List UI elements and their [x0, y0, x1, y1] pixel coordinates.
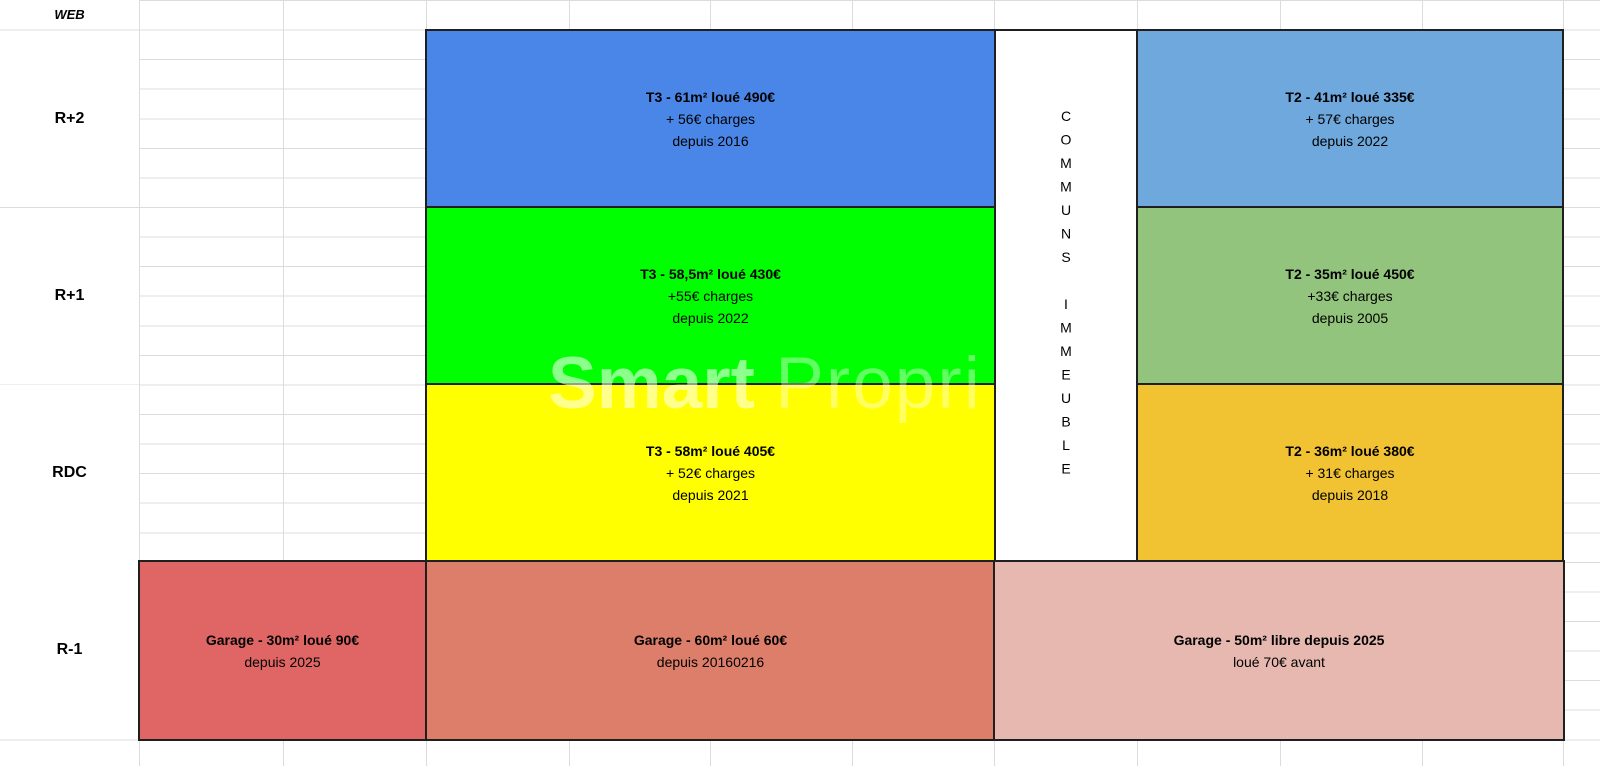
cell-floor-label-r1[interactable]: R+1: [0, 208, 139, 383]
garage-since: depuis 20160216: [656, 653, 765, 670]
unit-cell-t2-r1[interactable]: T2 - 35m² loué 450€ +33€ charges depuis …: [1136, 206, 1564, 386]
floor-label: R+1: [54, 286, 85, 304]
unit-title: T3 - 58,5m² loué 430€: [640, 266, 781, 282]
unit-cell-t2-rdc[interactable]: T2 - 36m² loué 380€ + 31€ charges depuis…: [1136, 383, 1564, 563]
garage-title: Garage - 50m² libre depuis 2025: [1173, 631, 1385, 648]
cell-floor-label-rm1[interactable]: R-1: [0, 562, 139, 738]
grid-column-line: [139, 0, 140, 766]
unit-title: T3 - 58m² loué 405€: [645, 443, 776, 459]
garage-title: Garage - 30m² loué 90€: [205, 631, 360, 648]
garage-cell-middle[interactable]: Garage - 60m² loué 60€ depuis 20160216: [425, 560, 996, 741]
cell-floor-label-rdc[interactable]: RDC: [0, 385, 139, 560]
commons-vertical-text: COMMUNS IMMEUBLE: [1058, 107, 1074, 484]
garage-cell-left[interactable]: Garage - 30m² loué 90€ depuis 2025: [138, 560, 427, 741]
unit-title: T3 - 61m² loué 490€: [645, 89, 776, 105]
garage-title: Garage - 60m² loué 60€: [633, 631, 788, 648]
unit-title: T2 - 41m² loué 335€: [1285, 89, 1415, 105]
cell-floor-label-r2[interactable]: R+2: [0, 31, 139, 206]
unit-since: depuis 2022: [672, 310, 749, 326]
unit-since: depuis 2016: [672, 133, 749, 149]
unit-since: depuis 2018: [1311, 487, 1389, 503]
corner-cell-web[interactable]: WEB: [0, 0, 139, 29]
unit-title: T2 - 36m² loué 380€: [1285, 443, 1415, 459]
garage-since: depuis 2025: [244, 653, 321, 670]
unit-charges: + 56€ charges: [665, 111, 756, 127]
garage-cell-right[interactable]: Garage - 50m² libre depuis 2025 loué 70€…: [993, 560, 1565, 741]
grid-column-line: [283, 0, 284, 766]
garage-since: loué 70€ avant: [1233, 653, 1325, 670]
corner-label: WEB: [54, 7, 85, 22]
unit-charges: + 31€ charges: [1305, 465, 1395, 481]
unit-since: depuis 2005: [1311, 310, 1389, 326]
unit-charges: +33€ charges: [1307, 288, 1393, 304]
unit-since: depuis 2022: [1311, 133, 1389, 149]
floor-label: R+2: [54, 109, 85, 127]
floor-label: R-1: [56, 641, 83, 658]
unit-cell-t2-r2[interactable]: T2 - 41m² loué 335€ + 57€ charges depuis…: [1136, 29, 1564, 209]
unit-charges: + 57€ charges: [1305, 111, 1395, 127]
unit-charges: +55€ charges: [667, 288, 754, 304]
unit-charges: + 52€ charges: [665, 465, 756, 481]
unit-since: depuis 2021: [672, 487, 749, 503]
unit-cell-t3-rdc[interactable]: T3 - 58m² loué 405€ + 52€ charges depuis…: [425, 383, 996, 563]
unit-cell-t3-r2[interactable]: T3 - 61m² loué 490€ + 56€ charges depuis…: [425, 29, 996, 209]
unit-cell-t3-r1[interactable]: T3 - 58,5m² loué 430€ +55€ charges depui…: [425, 206, 996, 386]
floor-label: RDC: [52, 463, 87, 481]
unit-title: T2 - 35m² loué 450€: [1285, 266, 1415, 282]
commons-cell[interactable]: COMMUNS IMMEUBLE: [993, 29, 1139, 562]
